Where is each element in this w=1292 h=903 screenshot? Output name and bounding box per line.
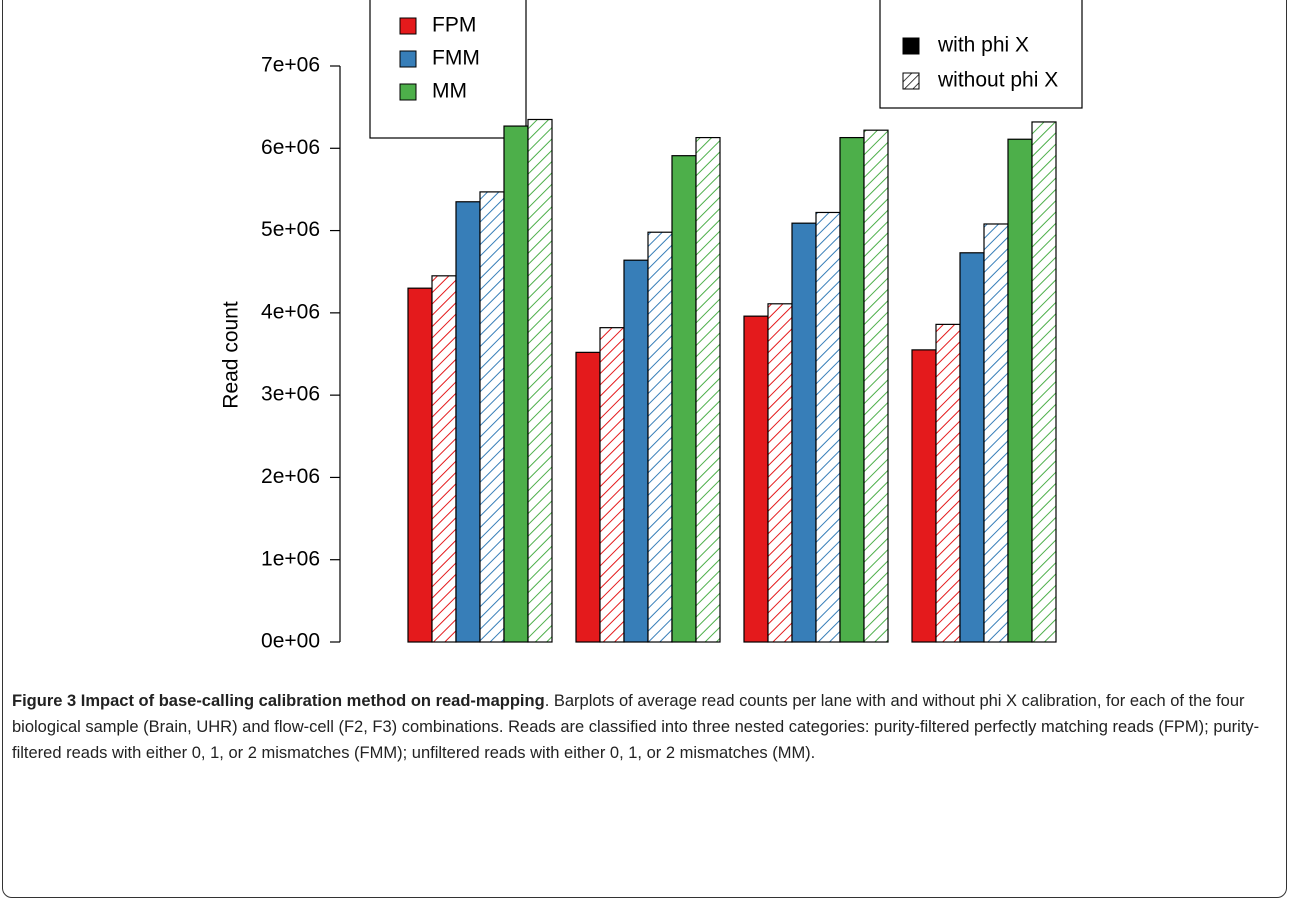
legend-swatch — [399, 17, 417, 35]
legend-swatch — [399, 83, 417, 101]
y-tick-label: 1e+06 — [261, 547, 320, 570]
caption-label: Figure 3 — [12, 692, 77, 710]
legend-swatch — [902, 72, 920, 90]
y-tick-label: 7e+06 — [261, 54, 320, 77]
bar — [1007, 138, 1033, 643]
bar — [503, 125, 529, 643]
y-tick-label: 4e+06 — [261, 300, 320, 323]
y-axis-title: Read count — [220, 301, 243, 409]
y-tick-label: 0e+00 — [261, 630, 320, 653]
bar — [839, 136, 865, 643]
bar — [863, 129, 889, 643]
bar — [911, 349, 937, 643]
bar — [527, 118, 553, 643]
caption-title: Impact of base-calling calibration metho… — [80, 692, 545, 710]
bar — [671, 155, 697, 643]
caption-text: . Barplots of average read counts per la… — [12, 692, 1260, 762]
bar — [407, 287, 433, 643]
bar — [455, 201, 481, 643]
y-tick-label: 5e+06 — [261, 218, 320, 241]
bar — [479, 191, 505, 643]
bar — [647, 231, 673, 643]
legend-swatch — [902, 37, 920, 55]
bar — [767, 303, 793, 643]
chart: Read count 0e+00 1e+06 2e+06 3e+06 4e+06 5e+0… — [220, 0, 1083, 653]
legend-label: FMM — [432, 47, 480, 70]
y-tick-label: 6e+06 — [261, 136, 320, 159]
y-tick-label: 3e+06 — [261, 383, 320, 406]
bar — [599, 327, 625, 643]
bar — [575, 351, 601, 643]
legend-swatch — [399, 50, 417, 68]
bar — [983, 223, 1009, 643]
bar — [1031, 121, 1057, 643]
legend-label: MM — [432, 80, 467, 103]
legend-label: with phi X — [937, 34, 1029, 57]
bar — [623, 259, 649, 643]
bar — [815, 211, 841, 643]
legend-label: without phi X — [937, 69, 1058, 92]
bar — [935, 323, 961, 643]
bar — [791, 222, 817, 643]
bar — [431, 275, 457, 643]
bar — [959, 252, 985, 643]
legend-label: FPM — [432, 14, 476, 37]
caption: Figure 3 Impact of base-calling calibrat… — [12, 688, 1282, 766]
bar — [695, 136, 721, 643]
y-tick-label: 2e+06 — [261, 465, 320, 488]
bar — [743, 315, 769, 643]
legend-box — [369, 0, 527, 139]
